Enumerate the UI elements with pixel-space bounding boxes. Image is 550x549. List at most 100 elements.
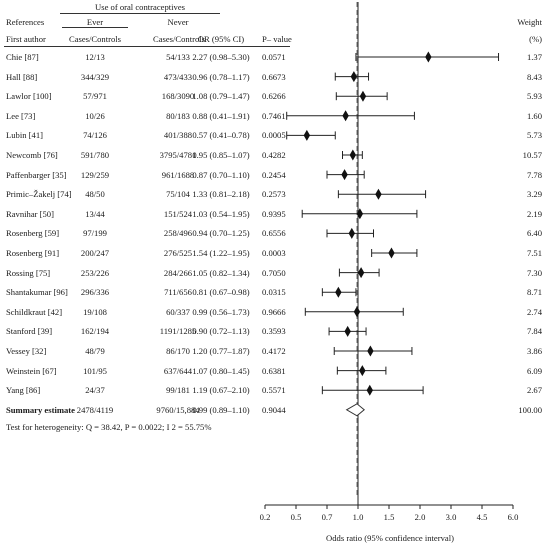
never-cases-controls: 276/525 (163, 248, 193, 258)
p-value: 0.9666 (262, 306, 286, 317)
point-estimate-marker (344, 325, 351, 337)
study-weight: 5.73 (526, 130, 542, 141)
ever-cases-controls: 10/26 (85, 110, 105, 121)
study-weight: 6.40 (526, 228, 542, 239)
never-cases-controls: 711/656 (164, 287, 192, 298)
point-estimate-marker (335, 286, 342, 298)
ever-cases-controls: 253/226 (80, 267, 110, 278)
odds-ratio-ci: 1.54 (1.22–1.95) (192, 248, 250, 258)
study-weight: 7.78 (526, 169, 542, 180)
odds-ratio-ci: 1.03 (0.54–1.95) (192, 208, 250, 219)
odds-ratio-ci: 1.19 (0.67–2.10) (192, 385, 250, 396)
never-cases-controls: 151/524 (163, 208, 193, 219)
references-header: References (6, 17, 45, 27)
study-weight: 7.51 (526, 248, 542, 258)
study-weight: 1.37 (526, 52, 542, 62)
study-author: Lubin [41] (6, 130, 43, 141)
summary-ever-count: 2478/4119 (76, 404, 114, 415)
study-weight: 5.93 (526, 91, 542, 102)
ever-cases-controls: 12/13 (85, 52, 105, 62)
point-estimate-marker (375, 188, 382, 200)
study-author: Rosenberg [91] (6, 248, 60, 258)
p-value: 0.2573 (262, 189, 286, 200)
study-weight: 3.29 (526, 189, 542, 200)
study-author: Shantakumar [96] (6, 287, 68, 298)
x-axis-label: Odds ratio (95% confidence interval) (326, 533, 454, 543)
point-estimate-marker (359, 365, 366, 377)
or-ci-header: OR (95% CI) (197, 34, 245, 44)
p-value: 0.4282 (262, 150, 286, 160)
never-cases-controls: 284/266 (163, 267, 193, 278)
ever-header-rule (62, 27, 128, 28)
p-value: 0.6673 (262, 71, 286, 82)
ever-cases-controls: 48/50 (85, 189, 105, 200)
p-value-header: P– value (262, 34, 292, 44)
ever-cases-controls: 13/44 (85, 208, 105, 219)
summary-estimate-label: Summary estimate (6, 404, 75, 415)
never-cases-controls: 1191/1285 (159, 326, 197, 337)
never-cases-controls: 80/183 (166, 110, 190, 121)
p-value: 0.6381 (262, 365, 286, 376)
never-header: Never (167, 17, 189, 27)
point-estimate-marker (359, 90, 367, 102)
never-cases-controls: 401/388 (163, 130, 193, 141)
point-estimate-marker (367, 345, 374, 357)
ever-cases-controls: 19/108 (83, 306, 107, 317)
p-value: 0.0005 (262, 130, 286, 141)
study-author: Vessey [32] (6, 346, 47, 356)
odds-ratio-ci: 1.33 (0.81–2.18) (192, 189, 250, 200)
p-value: 0.4172 (262, 346, 286, 356)
ever-cases-controls: 101/95 (83, 365, 107, 376)
study-weight: 8.71 (526, 287, 542, 298)
oral-contraceptive-use-header: Use of oral contraceptives (95, 2, 185, 12)
x-tick-label: 3.0 (446, 512, 457, 522)
point-estimate-marker (353, 306, 361, 318)
study-author: Newcomb [76] (6, 150, 58, 160)
ever-cases-controls: 74/126 (83, 130, 107, 141)
group-header-rule (60, 13, 220, 14)
never-cases-controls: 473/433 (163, 71, 193, 82)
ever-cases-controls: 200/247 (80, 248, 110, 258)
study-weight: 2.74 (526, 306, 542, 317)
ever-header: Ever (86, 17, 104, 27)
heterogeneity-test: Test for heterogeneity: Q = 38.42, P = 0… (6, 421, 212, 432)
p-value: 0.0003 (262, 248, 286, 258)
study-author: Stanford [39] (6, 326, 53, 337)
x-tick-label: 1.5 (384, 512, 395, 522)
x-tick-label: 0.5 (291, 512, 302, 522)
point-estimate-marker (388, 247, 395, 259)
p-value: 0.2454 (262, 169, 286, 180)
first-author-header: First author (6, 34, 46, 44)
odds-ratio-ci: 0.88 (0.41–1.91) (192, 110, 250, 121)
never-cases-controls: 258/496 (163, 228, 193, 239)
study-author: Schildkraut [42] (6, 306, 63, 317)
point-estimate-marker (366, 384, 373, 396)
odds-ratio-ci: 1.07 (0.80–1.45) (192, 365, 250, 376)
x-tick-label: 6.0 (508, 512, 519, 522)
odds-ratio-ci: 0.94 (0.70–1.25) (192, 228, 250, 239)
ever-cases-controls: 97/199 (83, 228, 107, 239)
p-value: 0.6556 (262, 228, 286, 239)
ever-cases-controls: 57/971 (83, 91, 107, 102)
never-cases-controls: 637/644 (163, 365, 193, 376)
odds-ratio-ci: 0.90 (0.72–1.13) (192, 326, 250, 337)
study-weight: 2.19 (526, 208, 542, 219)
never-cases-controls: 3795/4781 (159, 150, 197, 160)
weight-unit-header: (%) (529, 34, 542, 44)
ever-cases-controls: 296/336 (80, 287, 110, 298)
study-author: Lee [73] (6, 110, 36, 121)
x-tick-label: 2.0 (415, 512, 426, 522)
study-author: Primic–Žakelj [74] (6, 189, 72, 200)
header-bottom-rule (4, 46, 290, 47)
point-estimate-marker (342, 110, 349, 122)
never-cases-controls-header: Cases/Controls (152, 34, 206, 44)
odds-ratio-ci: 0.81 (0.67–0.98) (192, 287, 250, 298)
never-cases-controls: 54/133 (166, 52, 190, 62)
summary-weight: 100.00 (518, 404, 542, 415)
ever-cases-controls: 129/259 (80, 169, 110, 180)
odds-ratio-ci: 0.87 (0.70–1.10) (192, 169, 250, 180)
study-author: Yang [86] (6, 385, 41, 396)
odds-ratio-ci: 0.95 (0.85–1.07) (192, 150, 250, 160)
p-value: 0.7461 (262, 110, 286, 121)
